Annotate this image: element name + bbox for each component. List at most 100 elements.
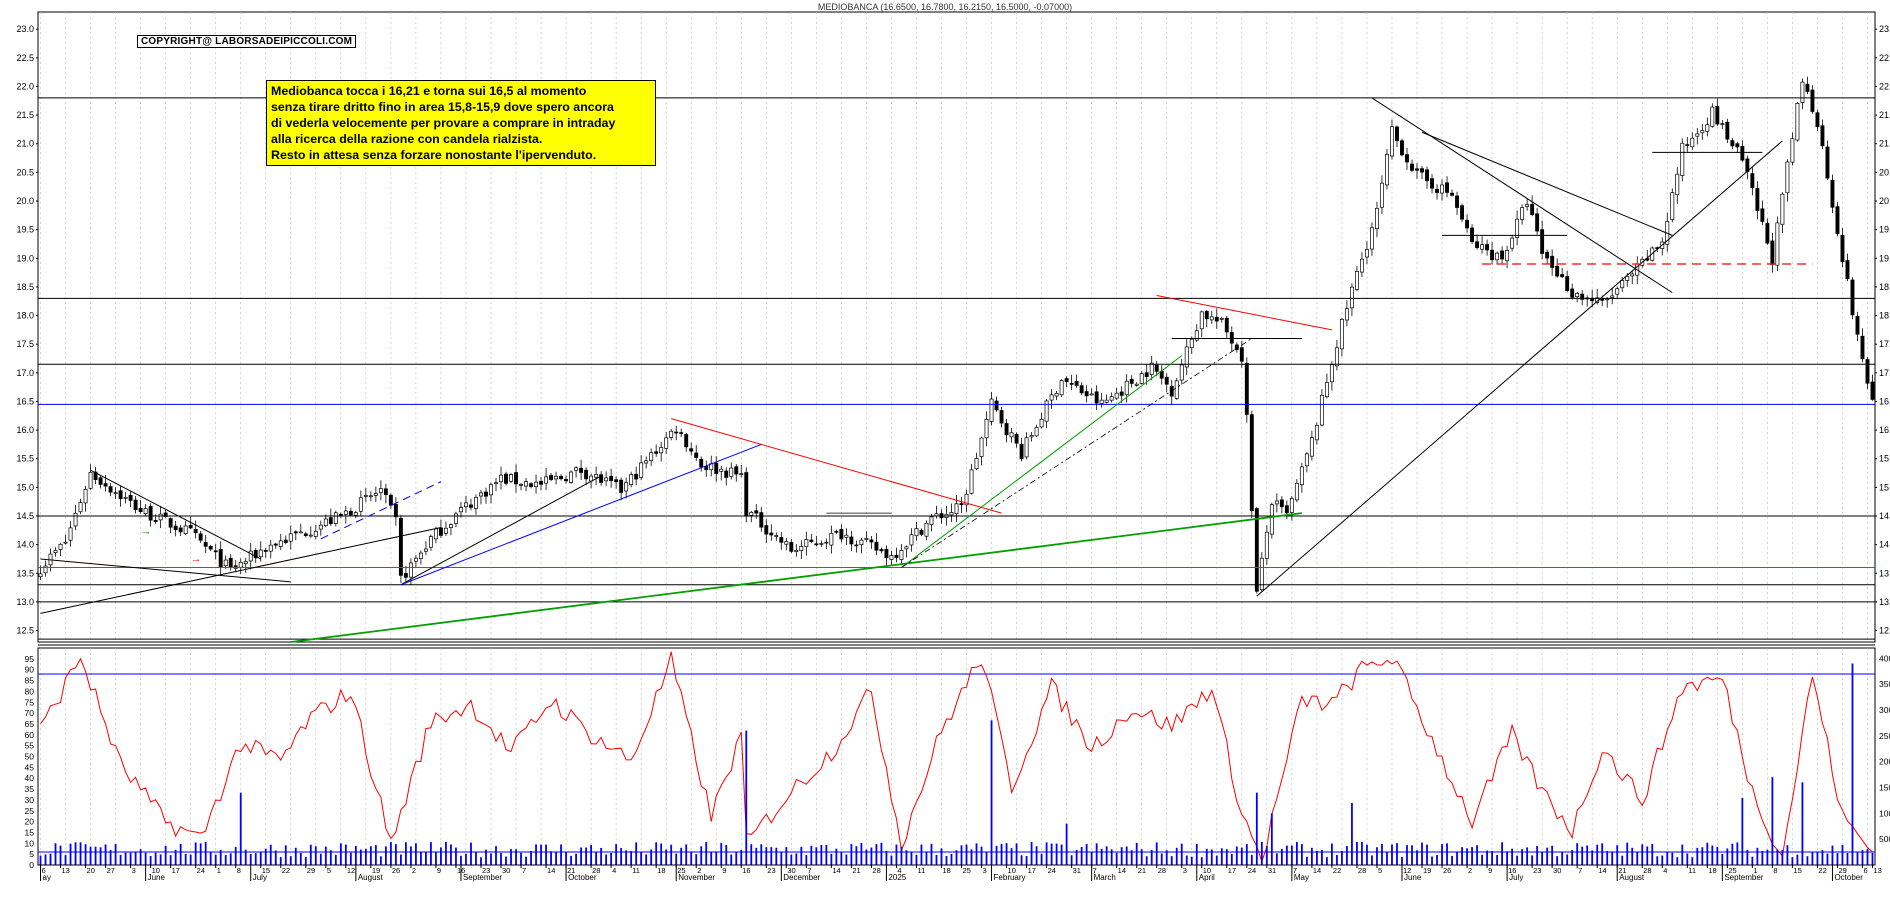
candle-body [1765, 222, 1770, 244]
volume-bar [1721, 853, 1724, 865]
volume-bar [580, 847, 582, 865]
volume-bar [1591, 850, 1594, 865]
candle-body [213, 550, 218, 553]
candle-body [158, 513, 163, 521]
candle-body [794, 549, 799, 553]
candle-body [398, 517, 403, 576]
candle-body [1269, 504, 1274, 535]
candle-body [874, 541, 879, 551]
candle-body [544, 476, 549, 484]
x-day-label: 30 [1553, 866, 1561, 875]
volume-bar [1626, 842, 1629, 865]
candle-body [744, 472, 749, 517]
volume-bar [835, 848, 838, 865]
x-day-label: 21 [1138, 866, 1146, 875]
volume-bar [765, 847, 768, 865]
volume-bar [1596, 844, 1599, 865]
volume-bar [1571, 850, 1574, 865]
volume-bar [545, 844, 547, 865]
volume-bar [1346, 846, 1348, 865]
volume-bar [204, 842, 207, 865]
candle-body [1825, 146, 1830, 179]
trendline [320, 481, 442, 540]
volume-bar [550, 851, 552, 865]
volume-bar [810, 845, 813, 865]
candle-body [1304, 453, 1309, 467]
candle-body [1049, 394, 1054, 401]
x-day-label: 10 [1008, 866, 1016, 875]
volume-bar [485, 849, 487, 865]
candle-body [418, 552, 423, 559]
candle-body [1450, 192, 1454, 196]
volume-bar [1070, 855, 1073, 865]
volume-tick-label: 20000 [1879, 757, 1890, 767]
candle-body [1375, 207, 1379, 229]
x-day-label: 4 [897, 866, 901, 875]
volume-bar [214, 854, 217, 865]
volume-bar [284, 845, 287, 865]
candle-body [1435, 189, 1439, 193]
x-day-label: 23 [767, 866, 775, 875]
x-day-label: 14 [832, 866, 840, 875]
volume-bar [1406, 845, 1408, 865]
candle-body [1024, 437, 1029, 458]
volume-bar [1000, 843, 1003, 865]
candle-body [1009, 432, 1014, 438]
volume-bar [1045, 842, 1048, 865]
candle-body [554, 475, 559, 480]
x-day-label: 9 [437, 866, 441, 875]
volume-bar [1305, 856, 1308, 865]
candle-body [1274, 500, 1279, 505]
candle-body [854, 544, 859, 547]
trendline [400, 443, 762, 586]
candle-body [1425, 169, 1429, 182]
volume-bar [510, 849, 512, 865]
candle-body [494, 482, 498, 485]
candle-body [1349, 286, 1354, 309]
volume-bar [1205, 848, 1208, 865]
volume-bar [1581, 846, 1584, 865]
volume-bar [870, 847, 873, 865]
candle-body [1840, 234, 1845, 263]
volume-bar [1766, 849, 1769, 865]
candle-body [734, 466, 739, 475]
price-tick-label: 12.5 [1879, 626, 1890, 636]
trendline [40, 526, 442, 614]
price-tick-label: 17.0 [1879, 368, 1890, 378]
x-day-label: 20 [87, 866, 95, 875]
candle-body [203, 541, 208, 547]
candle-body [188, 524, 193, 529]
volume-bar [630, 851, 633, 865]
candle-body [694, 452, 699, 458]
volume-bar [730, 854, 733, 865]
x-day-label: 22 [282, 866, 290, 875]
volume-bar [179, 843, 182, 865]
x-day-label: 7 [1293, 866, 1297, 875]
candle-body [263, 549, 268, 552]
x-day-label: 28 [1158, 866, 1166, 875]
price-tick-label: 17.5 [1879, 339, 1890, 349]
volume-bar [410, 846, 412, 865]
volume-bar [530, 850, 532, 865]
candle-body [1405, 154, 1409, 163]
candle-body [769, 532, 774, 536]
x-day-label: 26 [1443, 866, 1451, 875]
candle-body [484, 491, 488, 497]
candle-body [699, 458, 704, 468]
candle-body [1109, 396, 1114, 401]
candle-body [1775, 222, 1780, 266]
candle-body [1385, 154, 1389, 186]
volume-bar [655, 842, 658, 865]
candle-body [789, 542, 794, 552]
candle-body [1730, 140, 1735, 147]
x-day-label: 23 [1533, 866, 1541, 875]
volume-bar [600, 847, 603, 865]
x-day-label: 14 [547, 866, 555, 875]
volume-bar [1651, 843, 1654, 865]
candle-body [128, 495, 133, 501]
candle-body [1364, 249, 1369, 258]
oscillator-tick-label: 50 [25, 752, 35, 762]
price-tick-label: 18.5 [1879, 282, 1890, 292]
volume-bar [159, 854, 162, 865]
volume-bar [915, 854, 918, 865]
